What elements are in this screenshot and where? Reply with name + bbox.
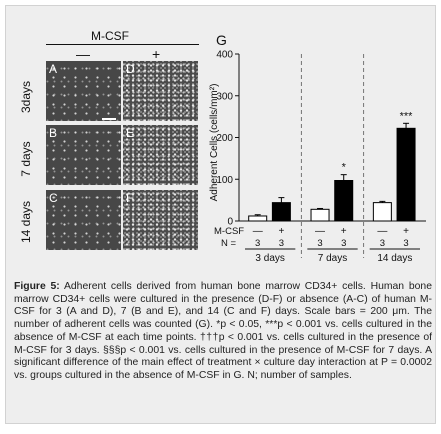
y-tick-label: 0	[227, 217, 233, 228]
n-value: 3	[255, 238, 260, 249]
micrograph-d: D	[123, 61, 198, 121]
panel-letter-b: B	[49, 126, 58, 140]
treatment-symbol: —	[253, 226, 263, 237]
y-axis-label: Adherent Cells (cells/mm²)	[209, 84, 220, 202]
bar	[372, 202, 392, 222]
n-row-label: N =	[221, 238, 237, 249]
micrograph-c: C	[46, 190, 121, 250]
condition-plus: +	[152, 46, 161, 62]
panel-letter-a: A	[49, 62, 58, 76]
panel-letter-e: E	[126, 126, 135, 140]
significance-mark: *	[342, 162, 347, 174]
group-label: 7 days	[318, 253, 347, 264]
bar-chart: 0 100 200 300 400 Adherent Cells (cells/mm²)…	[209, 50, 426, 264]
bar	[248, 215, 268, 222]
treatment-symbol: +	[403, 226, 409, 237]
mcsf-header: M-CSF	[91, 29, 129, 43]
micrograph-f: F	[123, 190, 198, 250]
group-label: 14 days	[377, 253, 412, 264]
micrograph-e: E	[123, 125, 198, 185]
bar	[334, 180, 354, 222]
figure-caption: Figure 5: Adherent cells derived from hu…	[14, 281, 432, 383]
caption-text: Adherent cells derived from human bone m…	[14, 281, 432, 381]
n-value: 3	[403, 238, 408, 249]
n-value: 3	[317, 238, 322, 249]
panel-letter-c: C	[49, 191, 58, 205]
chart-bars	[248, 122, 416, 222]
caption-label: Figure 5:	[14, 281, 60, 292]
treatment-symbol: —	[315, 226, 325, 237]
figure: M-CSF — + 3days 7 days 14 days A B C D E…	[5, 5, 436, 424]
bar	[396, 127, 416, 222]
panel-letter-d: D	[126, 62, 135, 76]
mcsf-header-rule	[46, 44, 199, 45]
y-tick-label: 200	[216, 133, 233, 144]
group-label: 3 days	[255, 253, 284, 264]
y-tick-label: 100	[216, 175, 233, 186]
panel-letter-f: F	[126, 191, 134, 205]
bar	[271, 202, 291, 222]
n-value: 3	[279, 238, 284, 249]
treatment-symbol: —	[377, 226, 387, 237]
bar	[310, 208, 330, 222]
significance-mark: ***	[400, 110, 414, 122]
micrograph-b: B	[46, 125, 121, 185]
n-value: 3	[341, 238, 346, 249]
n-value: 3	[380, 238, 385, 249]
micrograph-a: A	[46, 61, 121, 121]
chart-panel-letter: G	[216, 32, 227, 48]
y-tick-label: 300	[216, 91, 233, 102]
chart-axes: 0 100 200 300 400	[216, 50, 426, 258]
y-tick-label: 400	[216, 50, 233, 61]
scale-bar	[102, 118, 116, 120]
treatment-symbol: +	[278, 226, 284, 237]
treatment-symbol: +	[341, 226, 347, 237]
condition-minus: —	[76, 46, 90, 62]
mcsf-row-label: M-CSF	[214, 226, 244, 237]
